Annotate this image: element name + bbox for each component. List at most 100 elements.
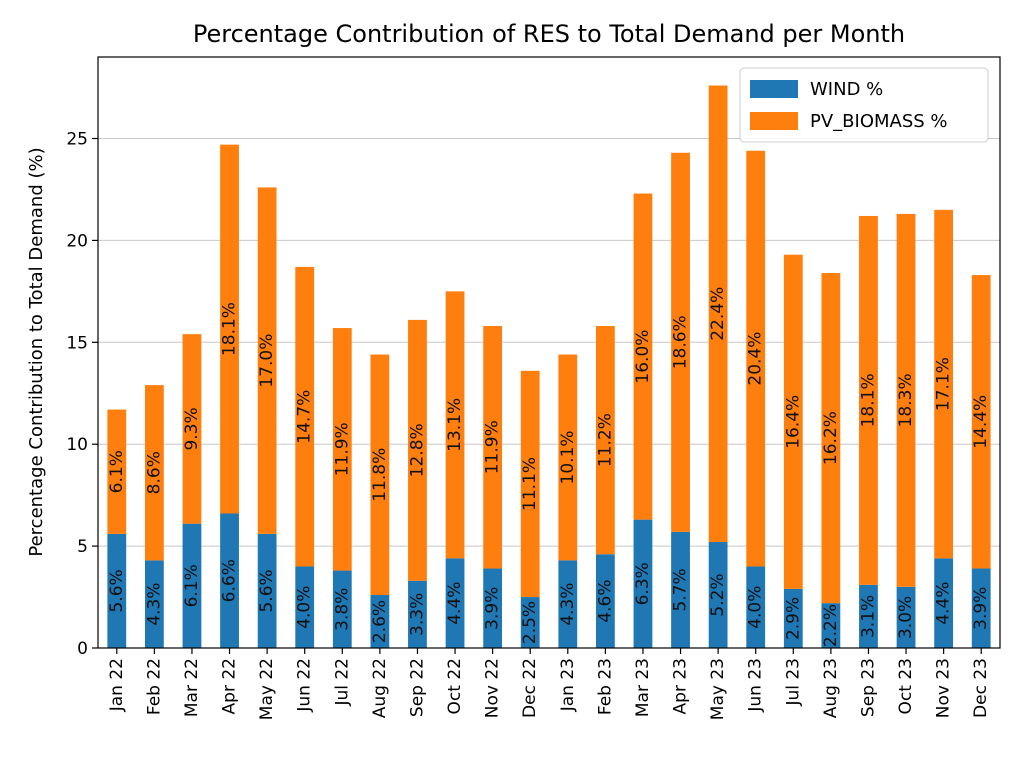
data-labels: 5.6% 4.3% 6.1% 6.6% 5.6% 4.0% 3.8% 2.6% 3.3% 4.4%… bbox=[107, 287, 991, 647]
x-tick-label: Nov 23 bbox=[934, 658, 954, 718]
bar-wind bbox=[445, 558, 465, 648]
x-tick-label: Dec 22 bbox=[520, 658, 540, 718]
y-tick-label: 15 bbox=[66, 333, 88, 353]
bar-pv-biomass bbox=[595, 326, 615, 555]
x-tick-label: Feb 23 bbox=[595, 658, 615, 715]
legend-swatch bbox=[750, 112, 798, 130]
data-label: 5.6% bbox=[257, 569, 277, 612]
bar-wind bbox=[783, 588, 803, 648]
bar-wind bbox=[746, 566, 766, 648]
data-label: 2.2% bbox=[821, 604, 841, 647]
x-tick-label: Oct 22 bbox=[445, 658, 465, 714]
data-label: 6.3% bbox=[633, 562, 653, 605]
bar-pv-biomass bbox=[220, 144, 239, 514]
y-tick-label: 25 bbox=[66, 130, 88, 150]
data-label: 5.7% bbox=[671, 568, 691, 611]
bar-wind bbox=[859, 584, 878, 648]
data-label: 6.6% bbox=[220, 559, 240, 602]
data-label: 4.0% bbox=[746, 586, 766, 629]
data-label: 11.8% bbox=[370, 448, 390, 502]
y-tick-label: 20 bbox=[66, 231, 88, 251]
data-label: 11.9% bbox=[332, 422, 352, 476]
bar-wind bbox=[671, 531, 690, 648]
bar-pv-biomass bbox=[934, 209, 954, 559]
data-label: 3.9% bbox=[483, 587, 503, 630]
bar-wind bbox=[370, 595, 390, 648]
bar-wind bbox=[971, 568, 991, 648]
y-tick-label: 0 bbox=[77, 639, 88, 659]
chart-title: Percentage Contribution of RES to Total … bbox=[193, 20, 905, 48]
bar-pv-biomass bbox=[445, 291, 465, 559]
data-label: 2.5% bbox=[520, 601, 540, 644]
bar-pv-biomass bbox=[708, 85, 728, 543]
y-tick-label: 5 bbox=[77, 537, 88, 557]
data-label: 17.1% bbox=[934, 357, 954, 411]
x-tick-label: Aug 23 bbox=[821, 658, 841, 718]
gridlines bbox=[98, 138, 1000, 547]
x-tick-label: Apr 22 bbox=[220, 658, 240, 714]
bar-pv-biomass bbox=[332, 328, 352, 571]
y-axis-label: Percentage Contribution to Total Demand … bbox=[26, 147, 47, 556]
data-label: 9.3% bbox=[182, 407, 202, 450]
bar-wind bbox=[821, 603, 841, 648]
x-tick-label: May 23 bbox=[708, 658, 728, 720]
bar-wind bbox=[595, 554, 615, 648]
data-label: 4.3% bbox=[558, 583, 578, 626]
bar-pv-biomass bbox=[257, 187, 277, 534]
data-label: 13.1% bbox=[445, 398, 465, 452]
data-label: 14.7% bbox=[295, 390, 315, 444]
bar-pv-biomass bbox=[520, 370, 540, 598]
bar-wind bbox=[708, 542, 728, 648]
bar-wind bbox=[483, 568, 503, 648]
bar-wind bbox=[332, 570, 352, 648]
bar-pv-biomass bbox=[821, 273, 841, 604]
data-label: 16.4% bbox=[783, 395, 803, 449]
x-tick-label: Jul 22 bbox=[332, 658, 352, 707]
axes: 0 5 10 15 20 25 Jan 22 Feb 22 Mar 22 Apr 22 May 22… bbox=[66, 56, 1001, 720]
legend-label: WIND % bbox=[810, 79, 883, 100]
bar-wind bbox=[144, 560, 164, 648]
x-tick-label: Jul 23 bbox=[783, 658, 803, 707]
data-label: 12.8% bbox=[407, 423, 427, 477]
x-tick-label: Sep 23 bbox=[858, 658, 878, 717]
data-label: 6.1% bbox=[182, 564, 202, 607]
bar-pv-biomass bbox=[746, 150, 766, 567]
data-label: 18.3% bbox=[896, 373, 916, 427]
bar-pv-biomass bbox=[971, 275, 991, 569]
bar-pv-biomass bbox=[671, 152, 690, 532]
data-label: 4.4% bbox=[445, 582, 465, 625]
bar-pv-biomass bbox=[783, 254, 803, 589]
x-tick-label: Sep 22 bbox=[407, 658, 427, 717]
bar-pv-biomass bbox=[483, 326, 503, 569]
data-label: 3.0% bbox=[896, 596, 916, 639]
bar-pv-biomass bbox=[558, 354, 578, 561]
legend-swatch bbox=[750, 80, 798, 98]
x-tick-label: Jan 23 bbox=[558, 658, 578, 712]
bar-wind bbox=[896, 586, 916, 648]
bar-wind bbox=[107, 533, 127, 648]
bar-wind bbox=[295, 566, 315, 648]
x-tick-label: Nov 22 bbox=[483, 658, 503, 718]
data-label: 4.4% bbox=[934, 582, 954, 625]
data-label: 10.1% bbox=[558, 430, 578, 484]
x-tick-label: Feb 22 bbox=[144, 658, 164, 715]
bar-wind bbox=[520, 597, 540, 648]
bar-pv-biomass bbox=[295, 266, 315, 567]
bar-pv-biomass bbox=[896, 213, 916, 587]
data-label: 16.2% bbox=[821, 411, 841, 465]
data-label: 5.2% bbox=[708, 573, 728, 616]
data-label: 16.0% bbox=[633, 330, 653, 384]
legend-box bbox=[739, 67, 989, 143]
data-label: 3.8% bbox=[332, 588, 352, 631]
x-tick-label: Aug 22 bbox=[370, 658, 390, 718]
bar-wind bbox=[257, 533, 277, 648]
data-label: 3.1% bbox=[858, 595, 878, 638]
bar-pv-biomass bbox=[370, 354, 390, 596]
data-label: 20.4% bbox=[746, 332, 766, 386]
data-label: 4.3% bbox=[144, 583, 164, 626]
x-tick-label: Jun 23 bbox=[746, 658, 766, 713]
data-label: 5.6% bbox=[107, 569, 127, 612]
bars bbox=[107, 85, 991, 648]
x-tick-label: May 22 bbox=[257, 658, 277, 720]
bar-pv-biomass bbox=[144, 385, 164, 561]
